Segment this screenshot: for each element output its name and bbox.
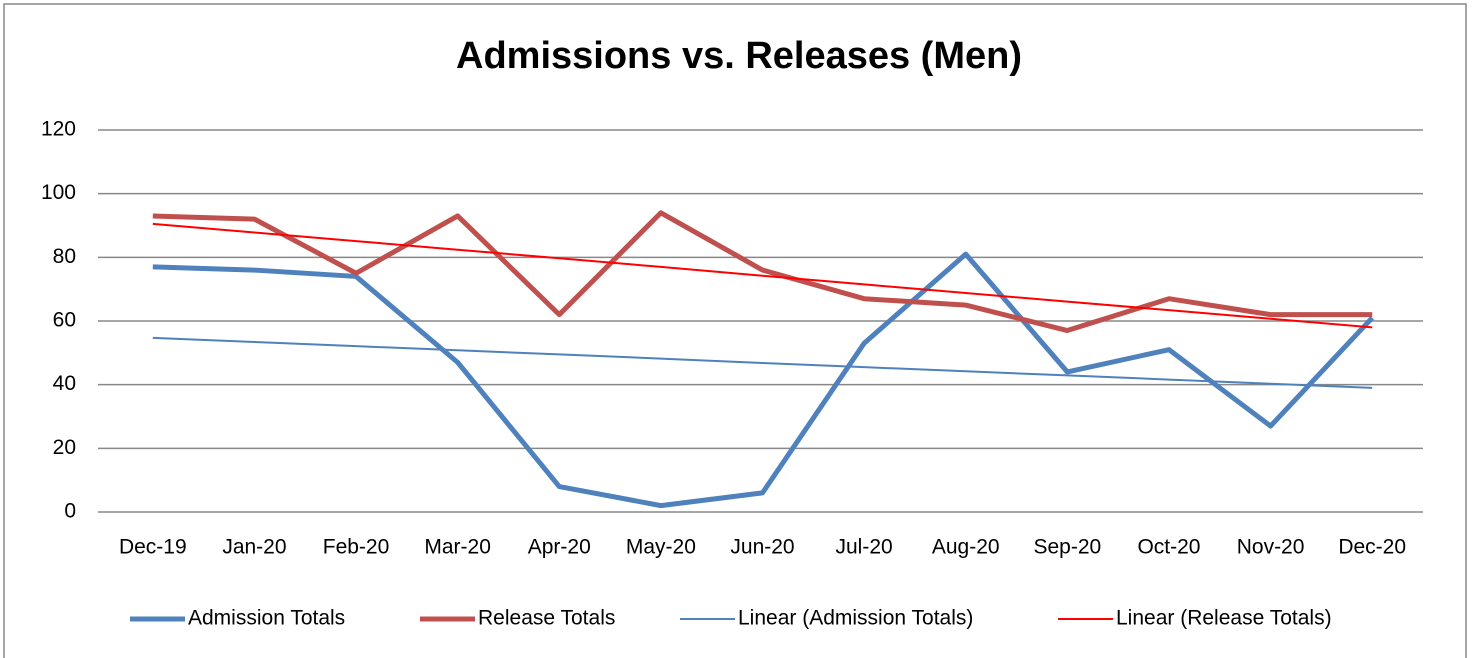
legend-label: Linear (Admission Totals) xyxy=(738,607,973,630)
legend-label: Linear (Release Totals) xyxy=(1116,607,1332,630)
y-tick-label: 0 xyxy=(64,500,76,523)
trend-line xyxy=(152,222,1373,329)
x-tick-label: Jul-20 xyxy=(836,536,893,559)
x-tick-label: Jan-20 xyxy=(222,536,286,559)
trend-line xyxy=(152,336,1373,389)
chart-title: Admissions vs. Releases (Men) xyxy=(456,35,1022,77)
series-line xyxy=(152,210,1373,334)
x-tick-label: Oct-20 xyxy=(1137,536,1200,559)
series-line xyxy=(152,251,1375,509)
x-tick-label: Aug-20 xyxy=(932,536,1000,559)
y-tick-label: 20 xyxy=(53,436,76,459)
x-tick-label: Apr-20 xyxy=(528,536,591,559)
x-tick-label: Dec-19 xyxy=(119,536,187,559)
chart-frame xyxy=(3,3,1467,658)
x-tick-label: Nov-20 xyxy=(1237,536,1305,559)
x-tick-label: Mar-20 xyxy=(424,536,491,559)
y-tick-label: 80 xyxy=(53,245,76,268)
y-tick-label: 120 xyxy=(41,118,76,141)
y-tick-label: 60 xyxy=(53,309,76,332)
x-tick-label: May-20 xyxy=(626,536,696,559)
x-tick-label: Sep-20 xyxy=(1033,536,1101,559)
x-tick-label: Dec-20 xyxy=(1338,536,1406,559)
y-tick-label: 40 xyxy=(53,372,76,395)
y-tick-label: 100 xyxy=(41,181,76,204)
legend-label: Admission Totals xyxy=(188,607,345,630)
x-tick-label: Jun-20 xyxy=(730,536,794,559)
x-tick-label: Feb-20 xyxy=(323,536,390,559)
legend-label: Release Totals xyxy=(478,607,615,630)
